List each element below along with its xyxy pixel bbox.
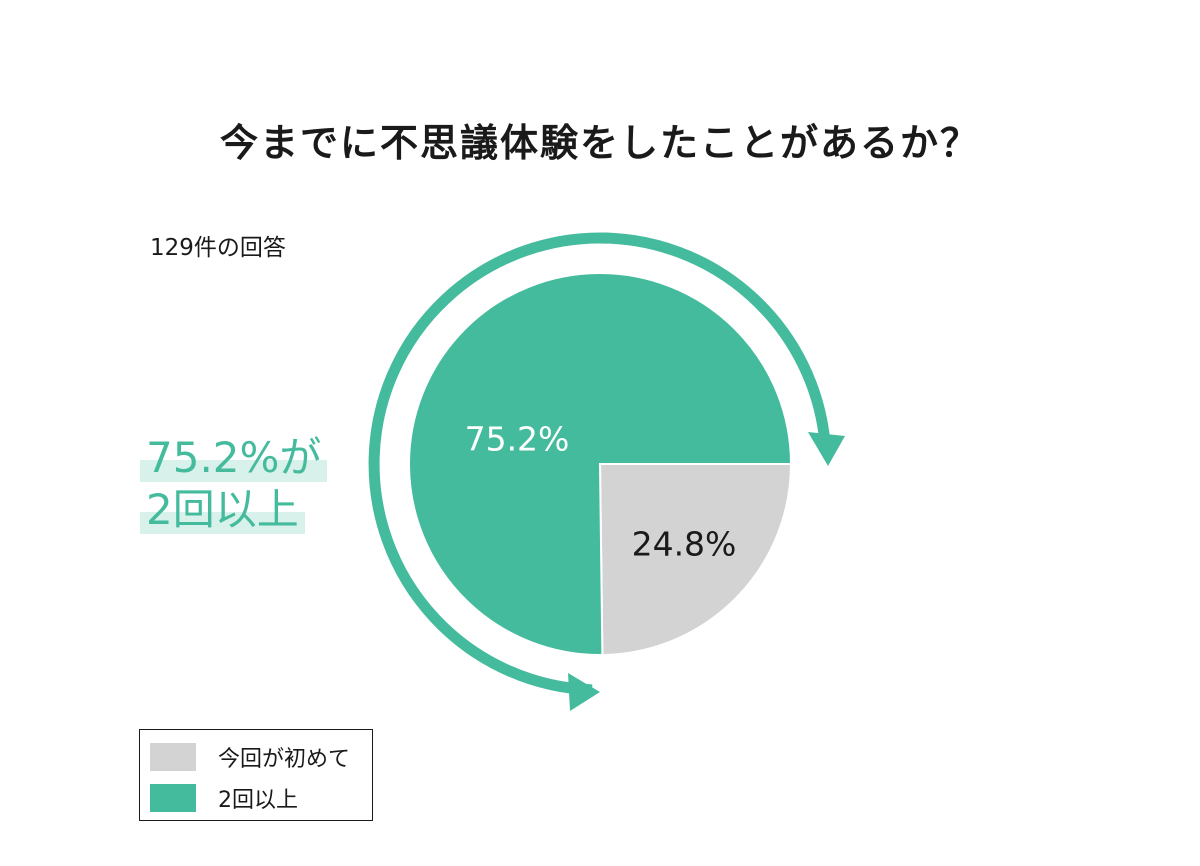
highlight-line-1: 75.2%が <box>140 432 328 484</box>
highlight-line-2: 2回以上 <box>140 484 327 536</box>
legend-item-two-or-more: 2回以上 <box>150 782 298 814</box>
legend-item-first-time: 今回が初めて <box>150 741 350 773</box>
legend-swatch-gray <box>150 743 196 771</box>
pie-slice-first-time <box>598 463 793 656</box>
legend-label: 2回以上 <box>218 788 298 813</box>
slice-label-first-time: 24.8% <box>632 525 737 564</box>
arrowhead-bottom-icon <box>568 673 600 711</box>
left-arc-arrow <box>368 232 609 696</box>
pie-slices <box>408 272 793 656</box>
legend-label: 今回が初めて <box>218 747 351 772</box>
response-count: 129件の回答 <box>150 235 286 261</box>
arrowhead-right-icon <box>808 432 845 466</box>
right-arc-arrow <box>599 232 831 441</box>
legend-swatch-green <box>150 784 196 812</box>
arc-arrows <box>368 232 845 711</box>
legend: 今回が初めて 2回以上 <box>139 729 373 821</box>
highlight-callout: 75.2%が 2回以上 <box>140 432 328 536</box>
pie-slice-two-or-more <box>408 272 793 656</box>
chart-title: 今までに不思議体験をしたことがあるか？ <box>219 121 980 165</box>
pie-slice-labels: 24.8% 75.2% <box>465 420 737 564</box>
slice-label-two-or-more: 75.2% <box>465 420 570 459</box>
